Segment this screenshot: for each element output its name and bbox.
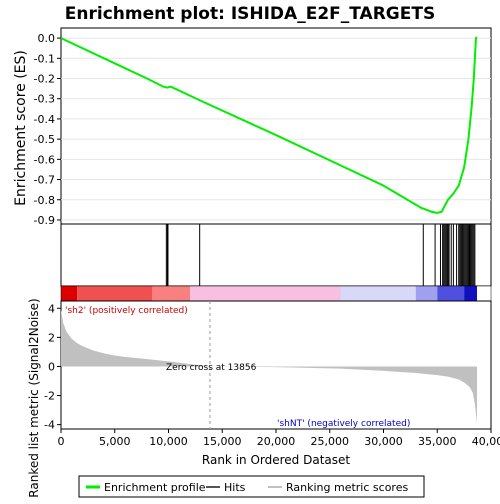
color-bar-segment (190, 286, 341, 301)
rank-xtick-label: 20,000 (257, 435, 296, 448)
legend-label: Ranking metric scores (286, 481, 408, 494)
rank-xtick-label: 10,000 (149, 435, 188, 448)
es-ytick-label: 0.0 (38, 32, 56, 45)
rank-xtick-label: 35,000 (418, 435, 457, 448)
color-bar-segment (340, 286, 416, 301)
es-ytick-label: -0.8 (34, 194, 55, 207)
ranking-color-bar (61, 286, 491, 301)
es-ytick-label: -0.6 (34, 153, 55, 166)
es-panel (60, 27, 492, 225)
positive-label: 'sh2' (positively correlated) (65, 306, 188, 316)
rank-ytick-label: 2 (48, 331, 55, 344)
rank-xtick-label: 30,000 (364, 435, 403, 448)
rank-ytick-label: 4 (48, 302, 55, 315)
color-bar-segment (415, 286, 438, 301)
es-ytick-label: -0.4 (34, 113, 55, 126)
zero-cross-label: Zero cross at 13856 (166, 363, 257, 373)
es-ytick-label: -0.9 (34, 214, 55, 227)
legend-box (78, 475, 425, 498)
rank-xtick-label: 0 (58, 435, 65, 448)
es-ytick-label: -0.3 (34, 93, 55, 106)
rank-ytick-label: -4 (44, 419, 55, 432)
color-bar-segment (477, 286, 491, 301)
rank-ytick-label: 0 (48, 360, 55, 373)
rank-xtick-label: 5,000 (99, 435, 131, 448)
es-ytick-label: -0.7 (34, 174, 55, 187)
es-ytick-label: -0.1 (34, 52, 55, 65)
rank-ytick-label: -2 (44, 390, 55, 403)
color-bar-segment (437, 286, 465, 301)
color-bar-segment (61, 286, 78, 301)
color-bar-segment (464, 286, 478, 301)
ranking-metric-area (61, 309, 478, 424)
enrichment-profile-line (60, 36, 478, 214)
chart-title: Enrichment plot: ISHIDA_E2F_TARGETS (65, 4, 435, 24)
legend-label: Enrichment profile (104, 481, 206, 494)
rank-xlabel: Rank in Ordered Dataset (202, 453, 350, 467)
negative-label: 'shNT' (negatively correlated) (277, 419, 410, 429)
es-ytick-label: -0.5 (34, 133, 55, 146)
rank-xtick-label: 15,000 (203, 435, 242, 448)
es-ytick-label: -0.2 (34, 73, 55, 86)
rank-xtick-label: 25,000 (311, 435, 350, 448)
legend-label: Hits (224, 481, 246, 494)
color-bar-segment (152, 286, 190, 301)
es-ylabel: Enrichment score (ES) (13, 50, 29, 206)
color-bar-segment (77, 286, 153, 301)
rank-ylabel: Ranked list metric (Signal2Noise) (27, 298, 41, 497)
hits-panel (60, 223, 492, 287)
rank-xtick-label: 40,000 (472, 435, 500, 448)
